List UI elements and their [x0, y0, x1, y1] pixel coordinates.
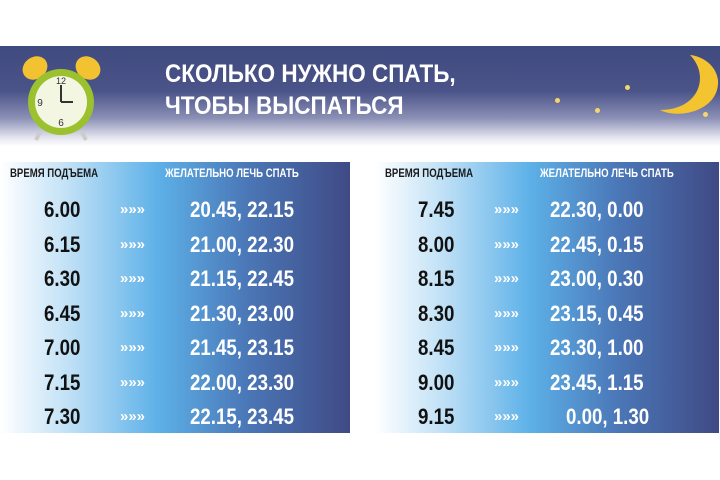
header-banner — [0, 46, 720, 146]
arrow-icon: »»» — [494, 270, 520, 287]
table-row: 9.15 »»» 0.00, 1.30 — [0, 400, 720, 434]
wake-time: 6.30 — [44, 266, 81, 291]
sleep-times: 22.15, 23.45 — [190, 404, 294, 429]
arrow-icon: »»» — [120, 339, 146, 356]
arrow-icon: »»» — [120, 408, 146, 425]
star-icon — [595, 108, 600, 113]
table-row: 8.45 »»» 23.30, 1.00 — [0, 331, 720, 365]
arrow-icon: »»» — [120, 373, 146, 391]
wake-time: 6.45 — [44, 300, 81, 326]
table-row: 6.00 »»» 20.45, 22.15 — [0, 193, 720, 227]
sleep-times: 22.30, 0.00 — [550, 197, 644, 222]
sleep-times: 22.45, 0.15 — [550, 231, 644, 257]
arrow-icon: »»» — [494, 339, 520, 356]
sleep-times: 23.30, 1.00 — [550, 335, 644, 360]
table-row: 7.15 »»» 22.00, 23.30 — [0, 366, 720, 400]
wake-table-left — [0, 162, 350, 433]
table-row: 9.00 »»» 23.45, 1.15 — [0, 366, 720, 400]
header-wake-time: ВРЕМЯ ПОДЪЕМА — [10, 166, 99, 180]
sleep-times: 23.00, 0.30 — [550, 266, 644, 291]
sleep-times: 21.45, 23.15 — [190, 335, 294, 360]
wake-time: 8.30 — [418, 300, 455, 326]
wake-time: 8.15 — [418, 266, 455, 291]
sleep-times: 23.45, 1.15 — [550, 369, 644, 395]
wake-time: 7.30 — [44, 404, 81, 429]
wake-time: 6.00 — [44, 197, 81, 222]
star-icon — [625, 85, 630, 90]
page-title: СКОЛЬКО НУЖНО СПАТЬ, ЧТОБЫ ВЫСПАТЬСЯ — [165, 58, 456, 122]
table-row: 7.45 »»» 22.30, 0.00 — [0, 193, 720, 227]
table-row: 8.30 »»» 23.15, 0.45 — [0, 297, 720, 331]
header-sleep-time: ЖЕЛАТЕЛЬНО ЛЕЧЬ СПАТЬ — [540, 166, 674, 180]
wake-time: 7.15 — [44, 369, 81, 395]
table-row: 6.15 »»» 21.00, 22.30 — [0, 228, 720, 262]
crescent-moon-icon — [660, 55, 719, 114]
wake-table-right — [375, 162, 719, 433]
arrow-icon: »»» — [120, 235, 146, 253]
table-row: 7.30 »»» 22.15, 23.45 — [0, 400, 720, 434]
arrow-icon: »»» — [120, 270, 146, 287]
table-row: 7.00 »»» 21.45, 23.15 — [0, 331, 720, 365]
wake-time: 9.15 — [418, 404, 455, 429]
sleep-times: 23.15, 0.45 — [550, 300, 644, 326]
wake-time: 7.45 — [418, 197, 455, 222]
title-line-2: ЧТОБЫ ВЫСПАТЬСЯ — [165, 92, 404, 120]
arrow-icon: »»» — [494, 235, 520, 253]
header-sleep-time: ЖЕЛАТЕЛЬНО ЛЕЧЬ СПАТЬ — [165, 166, 299, 180]
table-row: 8.00 »»» 22.45, 0.15 — [0, 228, 720, 262]
header-wake-time: ВРЕМЯ ПОДЪЕМА — [385, 166, 474, 180]
sleep-times: 21.30, 23.00 — [190, 300, 294, 326]
alarm-clock-icon: 12 9 6 — [22, 56, 101, 141]
sleep-times: 21.15, 22.45 — [190, 266, 294, 291]
svg-text:9: 9 — [37, 98, 43, 109]
star-icon — [703, 112, 708, 117]
sleep-times: 22.00, 23.30 — [190, 369, 294, 395]
arrow-icon: »»» — [494, 408, 520, 425]
arrow-icon: »»» — [494, 373, 520, 391]
arrow-icon: »»» — [120, 304, 146, 322]
star-icon — [555, 98, 560, 103]
sleep-times: 21.00, 22.30 — [190, 231, 294, 257]
sleep-times: 20.45, 22.15 — [190, 197, 294, 222]
title-line-1: СКОЛЬКО НУЖНО СПАТЬ, — [165, 60, 456, 88]
arrow-icon: »»» — [494, 304, 520, 322]
wake-time: 9.00 — [418, 369, 455, 395]
wake-time: 6.15 — [44, 231, 81, 257]
table-row: 6.45 »»» 21.30, 23.00 — [0, 297, 720, 331]
table-row: 8.15 »»» 23.00, 0.30 — [0, 262, 720, 296]
table-row: 6.30 »»» 21.15, 22.45 — [0, 262, 720, 296]
sleep-times: 0.00, 1.30 — [566, 404, 650, 429]
svg-text:12: 12 — [56, 76, 66, 86]
wake-time: 7.00 — [44, 335, 81, 360]
arrow-icon: »»» — [120, 201, 146, 218]
wake-time: 8.45 — [418, 335, 455, 360]
arrow-icon: »»» — [494, 201, 520, 218]
svg-text:6: 6 — [58, 118, 64, 129]
wake-time: 8.00 — [418, 231, 455, 257]
